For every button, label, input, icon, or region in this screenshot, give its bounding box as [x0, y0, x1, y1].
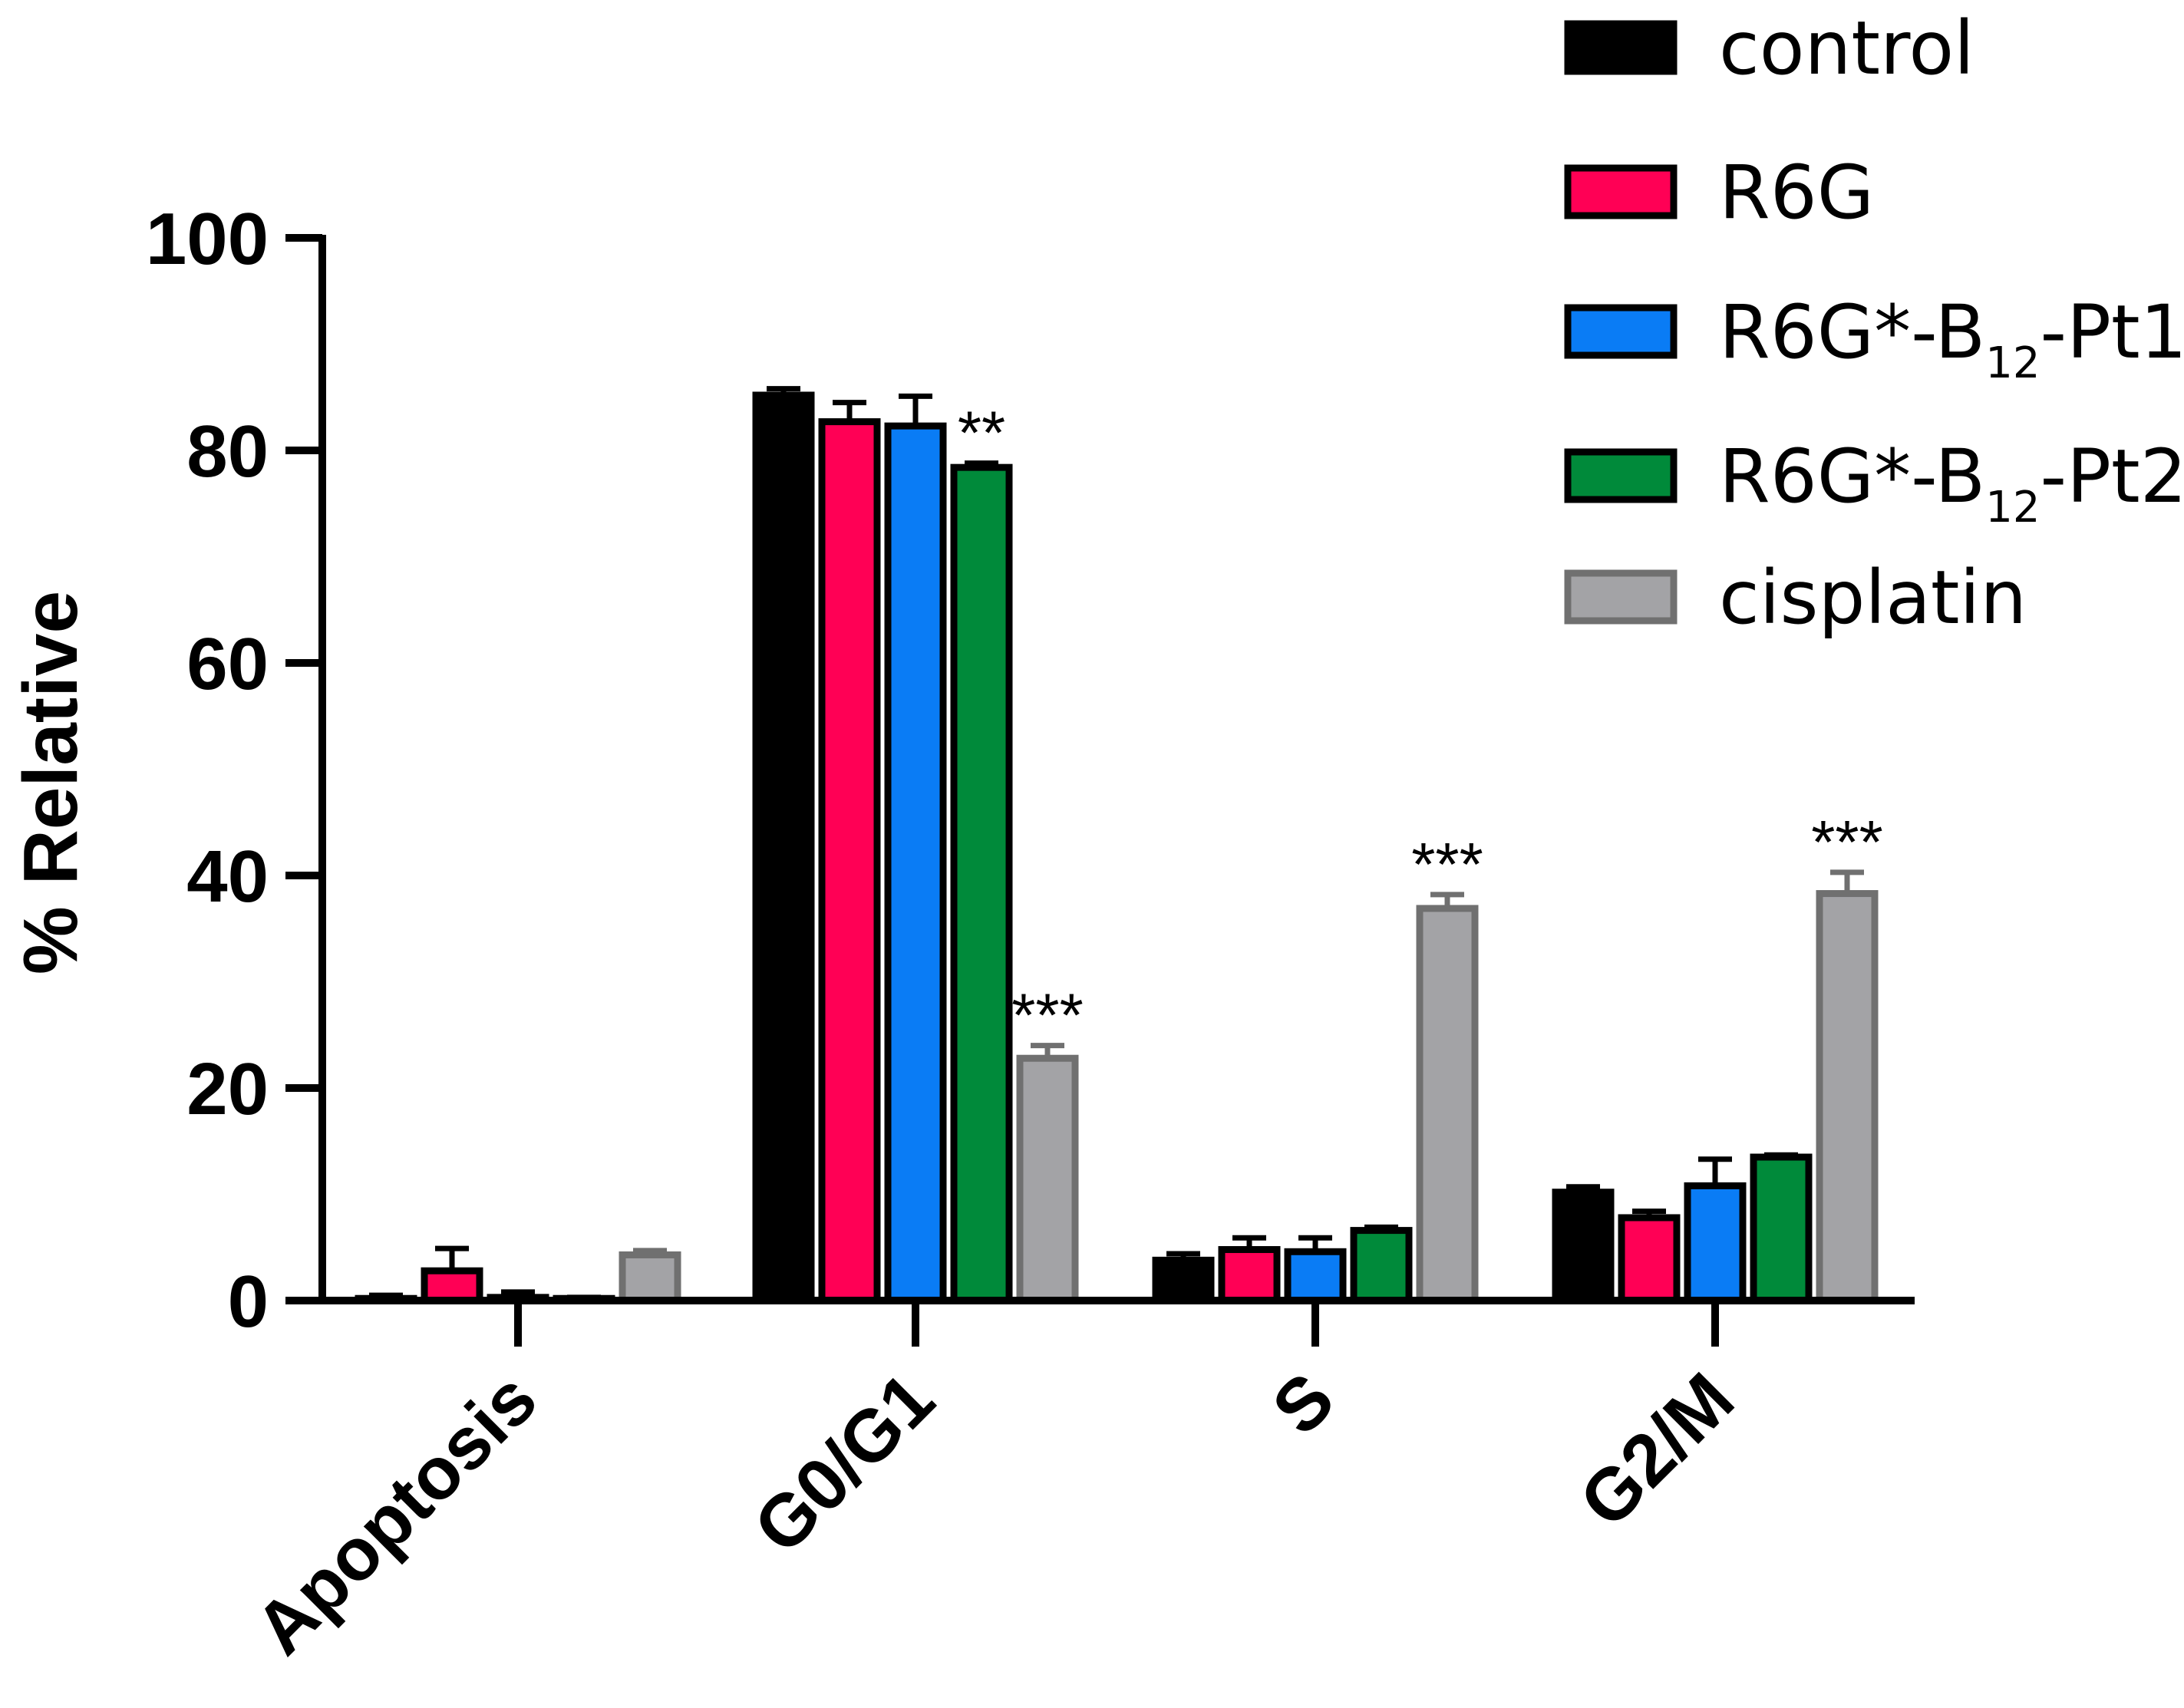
significance-cisplatin-G0/G1: ***: [1011, 981, 1083, 1050]
bar-cisplatin-G0/G1: [1016, 1054, 1079, 1304]
legend-label-R6G: R6G: [1719, 150, 1874, 236]
error-bar-R6G*-B12-Pt1-S: [1298, 1235, 1332, 1252]
legend-swatch-R6G: [1564, 164, 1678, 219]
error-bar-cisplatin-G0/G1: [1031, 1043, 1064, 1059]
error-bar-cisplatin-G2/M: [1830, 869, 1864, 894]
error-bar-control-G2/M: [1566, 1184, 1600, 1192]
error-bar-cisplatin-Apoptosis: [633, 1248, 667, 1255]
error-bar-R6G-G2/M: [1632, 1208, 1666, 1218]
bar-R6G-G0/G1: [818, 418, 881, 1304]
bar-cisplatin-S: [1416, 905, 1479, 1304]
error-bar-R6G*-B12-Pt1-Apoptosis: [501, 1289, 535, 1297]
error-bar-R6G*-B12-Pt1-G0/G1: [899, 393, 932, 427]
error-bar-R6G*-B12-Pt2-S: [1364, 1224, 1398, 1231]
legend-swatch-R6G*-B12-Pt1: [1564, 304, 1678, 359]
error-bar-R6G-G0/G1: [833, 400, 866, 422]
error-bar-control-G0/G1: [767, 386, 800, 395]
y-tick-label-20: 20: [186, 1048, 269, 1130]
y-axis-title: % Relative: [8, 591, 94, 974]
bar-cisplatin-G2/M: [1816, 890, 1879, 1304]
legend: control R6G R6G*-B12-Pt1 R6G*-B12-Pt2 cispla…: [1564, 5, 2184, 641]
significance-R6G*-B12-Pt2-G0/G1: **: [958, 399, 1005, 467]
x-category-label-S: S: [1257, 1357, 1350, 1450]
error-bar-cisplatin-S: [1430, 892, 1464, 908]
legend-swatch-control: [1564, 20, 1678, 75]
bar-R6G*-B12-Pt1-G2/M: [1684, 1182, 1747, 1304]
legend-swatch-cisplatin: [1564, 569, 1678, 625]
bar-cisplatin-Apoptosis: [619, 1251, 681, 1304]
error-bar-control-S: [1166, 1251, 1200, 1261]
axes-layer: 0 20 40 60 80 100 Apoptosis G0/G1 S G2/M: [146, 198, 1915, 1670]
bars-layer: ******** ***: [355, 386, 1883, 1304]
error-bar-R6G-S: [1232, 1235, 1266, 1250]
bar-R6G-Apoptosis: [421, 1267, 483, 1304]
y-tick-label-100: 100: [146, 198, 269, 280]
bar-R6G*-B12-Pt2-S: [1350, 1227, 1413, 1304]
error-bar-R6G*-B12-Pt1-G2/M: [1698, 1156, 1732, 1186]
bar-control-S: [1152, 1256, 1215, 1304]
bar-R6G-G2/M: [1618, 1214, 1681, 1304]
x-category-label-G2/M: G2/M: [1564, 1357, 1750, 1543]
y-tick-label-40: 40: [186, 836, 269, 918]
legend-label-cisplatin: cisplatin: [1719, 555, 2027, 641]
bar-control-G0/G1: [752, 391, 815, 1304]
y-tick-label-60: 60: [186, 623, 269, 705]
legend-swatch-R6G*-B12-Pt2: [1564, 448, 1678, 503]
error-bar-R6G*-B12-Pt2-G2/M: [1764, 1152, 1798, 1158]
bar-R6G*-B12-Pt1-G0/G1: [884, 422, 947, 1304]
bar-R6G-S: [1218, 1246, 1281, 1304]
y-tick-label-80: 80: [186, 411, 269, 493]
y-tick-label-0: 0: [228, 1261, 269, 1343]
legend-label-control: control: [1719, 5, 1975, 91]
bar-R6G*-B12-Pt2-G2/M: [1750, 1153, 1813, 1304]
bar-control-G2/M: [1552, 1189, 1615, 1304]
legend-label-R6G*-B12-Pt2: R6G*-B12-Pt2: [1719, 434, 2184, 533]
bar-R6G*-B12-Pt2-G0/G1: [950, 463, 1013, 1304]
error-bar-R6G-Apoptosis: [435, 1245, 469, 1271]
significance-cisplatin-S: ***: [1411, 830, 1483, 899]
x-category-label-G0/G1: G0/G1: [738, 1357, 950, 1569]
bar-R6G*-B12-Pt1-S: [1284, 1248, 1347, 1304]
legend-label-R6G*-B12-Pt1: R6G*-B12-Pt1: [1719, 289, 2184, 388]
significance-cisplatin-G2/M: ***: [1811, 808, 1882, 876]
x-category-label-Apoptosis: Apoptosis: [239, 1357, 553, 1670]
error-bar-R6G*-B12-Pt2-G0/G1: [965, 460, 998, 468]
